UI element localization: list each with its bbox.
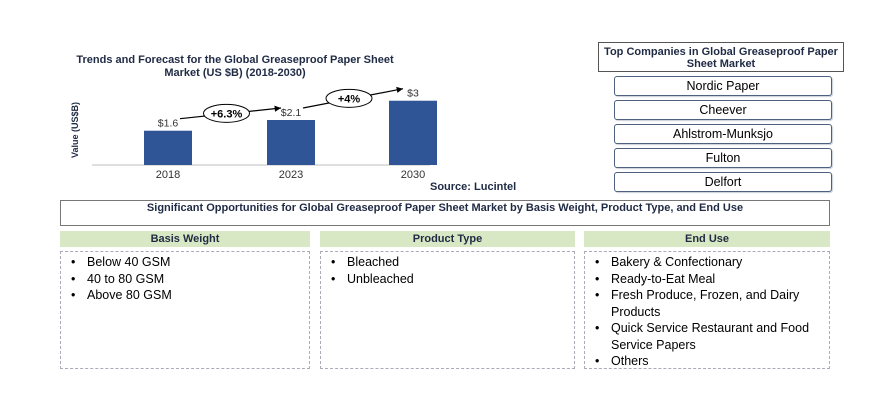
column-heading-basis-weight: Basis Weight bbox=[60, 231, 310, 247]
data-label: $2.1 bbox=[281, 107, 302, 119]
y-axis-label: Value (US$B) bbox=[70, 102, 80, 158]
bar bbox=[389, 100, 437, 165]
list-item: • Others bbox=[595, 354, 649, 368]
column-heading-end-use: End Use bbox=[584, 231, 830, 247]
opportunities-title: Significant Opportunities for Global Gre… bbox=[60, 200, 830, 226]
company-item: Delfort bbox=[614, 172, 832, 192]
growth-rate-label: +4% bbox=[338, 93, 361, 105]
top-companies-title: Top Companies in Global Greaseproof Pape… bbox=[598, 42, 844, 72]
list-item: • 40 to 80 GSM bbox=[71, 271, 165, 286]
list-item: • Bakery & Confectionary bbox=[595, 255, 743, 269]
data-label: $1.6 bbox=[158, 118, 179, 130]
bullet-icon: • bbox=[71, 288, 76, 302]
bullet-icon: • bbox=[71, 271, 76, 286]
growth-badge bbox=[203, 103, 250, 123]
list-item: • Fresh Produce, Frozen, and Dairy Produc… bbox=[595, 288, 800, 319]
bullet-icon: • bbox=[331, 255, 336, 269]
end-use-list: • Bakery & Confectionary • Ready-to-Eat Me… bbox=[584, 251, 830, 369]
company-item: Fulton bbox=[614, 148, 832, 168]
growth-arrow-head bbox=[274, 105, 281, 112]
x-tick-label: 2018 bbox=[156, 169, 180, 181]
bar bbox=[267, 120, 315, 165]
product-type-list: • Bleached • Unbleached bbox=[320, 251, 575, 369]
list-item: • Bleached bbox=[331, 255, 400, 269]
bullet-icon: • bbox=[595, 354, 600, 368]
list-item: • Unbleached bbox=[331, 271, 414, 286]
growth-rate-label: +6.3% bbox=[211, 108, 243, 120]
company-item: Nordic Paper bbox=[614, 76, 832, 96]
bullet-icon: • bbox=[331, 271, 336, 286]
company-item: Cheever bbox=[614, 100, 832, 120]
x-tick-label: 2023 bbox=[279, 169, 303, 181]
list-item: • Above 80 GSM bbox=[71, 288, 172, 302]
list-item: • Quick Service Restaurant and Food Servi… bbox=[595, 321, 810, 352]
growth-badge bbox=[325, 88, 373, 108]
company-item: Ahlstrom-Munksjo bbox=[614, 124, 832, 144]
bullet-icon: • bbox=[595, 321, 600, 335]
growth-arrow-head bbox=[396, 86, 403, 93]
bar-chart: Value (US$B) $1.6 2018 $2.1 2023 $3 2030 +6.3% +… bbox=[70, 86, 437, 181]
bar bbox=[144, 130, 192, 165]
chart-source: Source: Lucintel bbox=[430, 181, 517, 193]
bullet-icon: • bbox=[595, 271, 600, 286]
data-label: $3 bbox=[407, 88, 419, 100]
list-item: • Ready-to-Eat Meal bbox=[595, 271, 716, 286]
x-tick-label: 2030 bbox=[401, 169, 425, 181]
bullet-icon: • bbox=[595, 255, 600, 269]
chart-title: Trends and Forecast for the Global Greas… bbox=[76, 54, 394, 79]
list-item: • Below 40 GSM bbox=[71, 255, 171, 269]
bullet-icon: • bbox=[71, 255, 76, 269]
column-heading-product-type: Product Type bbox=[320, 231, 575, 247]
basis-weight-list: • Below 40 GSM • 40 to 80 GSM • Above 80 GS… bbox=[60, 251, 310, 369]
bullet-icon: • bbox=[595, 288, 600, 302]
